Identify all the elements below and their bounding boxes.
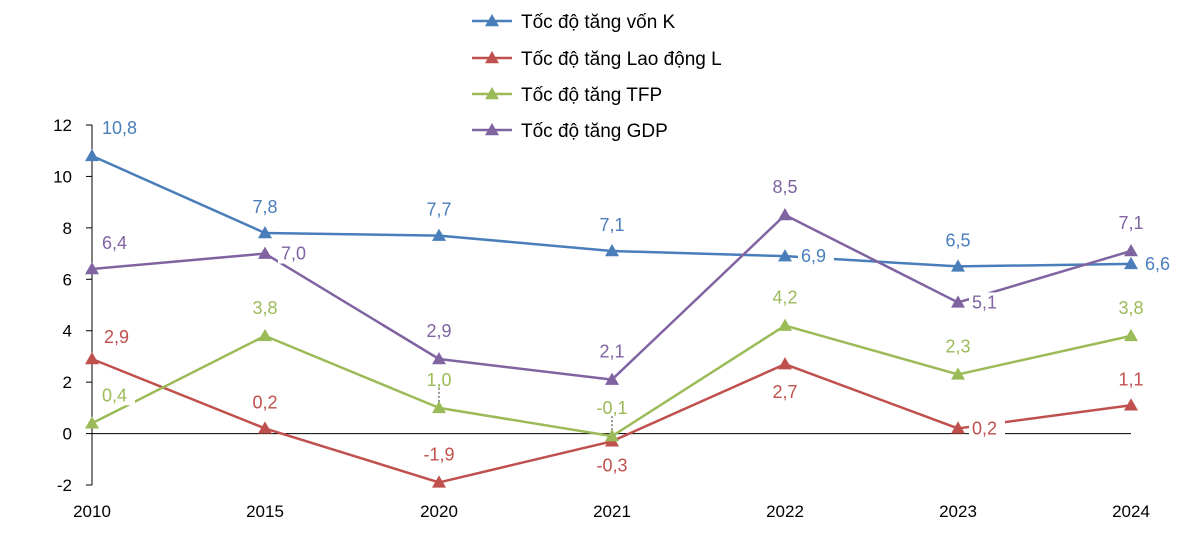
legend-marker-icon [485, 51, 499, 64]
legend-label: Tốc độ tăng vốn K [521, 12, 676, 33]
data-label-bg [278, 243, 314, 264]
x-tick-label: 2010 [73, 502, 111, 521]
data-label: 7,8 [252, 197, 277, 217]
series-0-marker [258, 226, 272, 239]
data-label: 5,1 [972, 292, 997, 312]
x-tick-label: 2024 [1112, 502, 1150, 521]
legend-marker-icon [485, 87, 499, 100]
data-label: -1,9 [423, 444, 454, 464]
series-3-marker [432, 352, 446, 365]
data-label: 6,4 [102, 233, 127, 253]
x-tick-label: 2023 [939, 502, 977, 521]
series-3-marker [605, 372, 619, 385]
legend-label: Tốc độ tăng TFP [521, 85, 662, 106]
series-0-marker [432, 228, 446, 241]
series-0-marker [951, 259, 965, 272]
x-tick-label: 2020 [420, 502, 458, 521]
data-label: 7,0 [281, 244, 306, 264]
data-label: 1,1 [1118, 369, 1143, 389]
data-label: 0,2 [252, 392, 277, 412]
series-2-marker [1124, 328, 1138, 342]
series-3-marker [778, 208, 792, 221]
series-1-marker [85, 352, 99, 365]
legend-marker-icon [485, 123, 499, 136]
data-label-bg [99, 385, 135, 406]
data-label-bg [798, 246, 834, 267]
series-2-marker [778, 318, 792, 331]
data-label: 8,5 [772, 177, 797, 197]
data-label-bg [1142, 253, 1178, 274]
data-label: -0,3 [596, 455, 627, 475]
series-3-marker [951, 295, 965, 308]
series-1-marker [778, 357, 792, 370]
series-0-marker [605, 244, 619, 257]
data-label: 6,6 [1145, 254, 1170, 274]
y-tick-label: 8 [63, 219, 72, 238]
series-3-marker [258, 246, 272, 259]
series-3-marker [85, 262, 99, 275]
series-0-marker [85, 148, 99, 162]
data-label: 7,1 [1118, 213, 1143, 233]
data-label: 0,2 [972, 418, 997, 438]
data-label: 2,9 [426, 321, 451, 341]
legend-marker-icon [485, 14, 499, 27]
y-tick-label: 4 [63, 322, 72, 341]
series-0-marker [778, 249, 792, 262]
y-tick-label: 12 [53, 116, 72, 135]
series-2-marker [432, 400, 446, 414]
x-tick-label: 2022 [766, 502, 804, 521]
series-0-marker [1124, 256, 1138, 270]
data-label: 2,7 [772, 382, 797, 402]
y-tick-label: 10 [53, 167, 72, 186]
y-tick-label: 6 [63, 270, 72, 289]
series-1-marker [1124, 398, 1138, 411]
data-label: 2,3 [945, 336, 970, 356]
legend-label: Tốc độ tăng Lao động L [521, 49, 722, 70]
data-label: 2,1 [599, 342, 624, 362]
x-tick-label: 2015 [246, 502, 284, 521]
y-tick-label: -2 [57, 476, 72, 495]
data-label-bg [99, 233, 135, 253]
y-tick-label: 0 [63, 425, 72, 444]
series-2-marker [85, 416, 99, 429]
series-1-marker [432, 475, 446, 488]
data-label: 6,5 [945, 230, 970, 250]
data-label: 2,9 [104, 327, 129, 347]
series-1-marker [258, 421, 272, 434]
series-3-marker [1124, 244, 1138, 257]
axes: -2 0 2 4 6 8 10 12 2010 2015 2020 2021 2022 2023 2024 [53, 116, 1150, 521]
series-2-marker [605, 429, 619, 442]
data-label: -0,1 [596, 398, 627, 418]
data-label: 4,2 [772, 288, 797, 308]
series-2-marker [258, 328, 272, 342]
data-label-bg [969, 418, 1005, 439]
data-label: 3,8 [1118, 298, 1143, 318]
y-tick-label: 2 [63, 373, 72, 392]
data-labels: 10,8 7,8 7,7 7,1 6,9 6,5 6,6 2,9 0,2 -1,9 -0,3 2,7 0… [99, 117, 1178, 475]
data-label: 3,8 [252, 298, 277, 318]
data-label-bg [969, 292, 1005, 313]
data-label: 0,4 [102, 385, 127, 405]
legend-label: Tốc độ tăng GDP [521, 121, 668, 142]
data-label: 10,8 [102, 118, 137, 138]
data-label: 7,7 [426, 200, 451, 220]
data-label-bg [99, 117, 145, 138]
data-label: 7,1 [599, 215, 624, 235]
data-label-bg [101, 327, 137, 347]
data-label: 6,9 [801, 246, 826, 266]
legend: Tốc độ tăng vốn K Tốc độ tăng Lao động L T… [472, 12, 722, 142]
series-2-marker [951, 367, 965, 380]
data-label: 1,0 [426, 370, 451, 390]
series-layer [85, 148, 1138, 488]
x-tick-label: 2021 [593, 502, 631, 521]
series-1-marker [951, 421, 965, 434]
